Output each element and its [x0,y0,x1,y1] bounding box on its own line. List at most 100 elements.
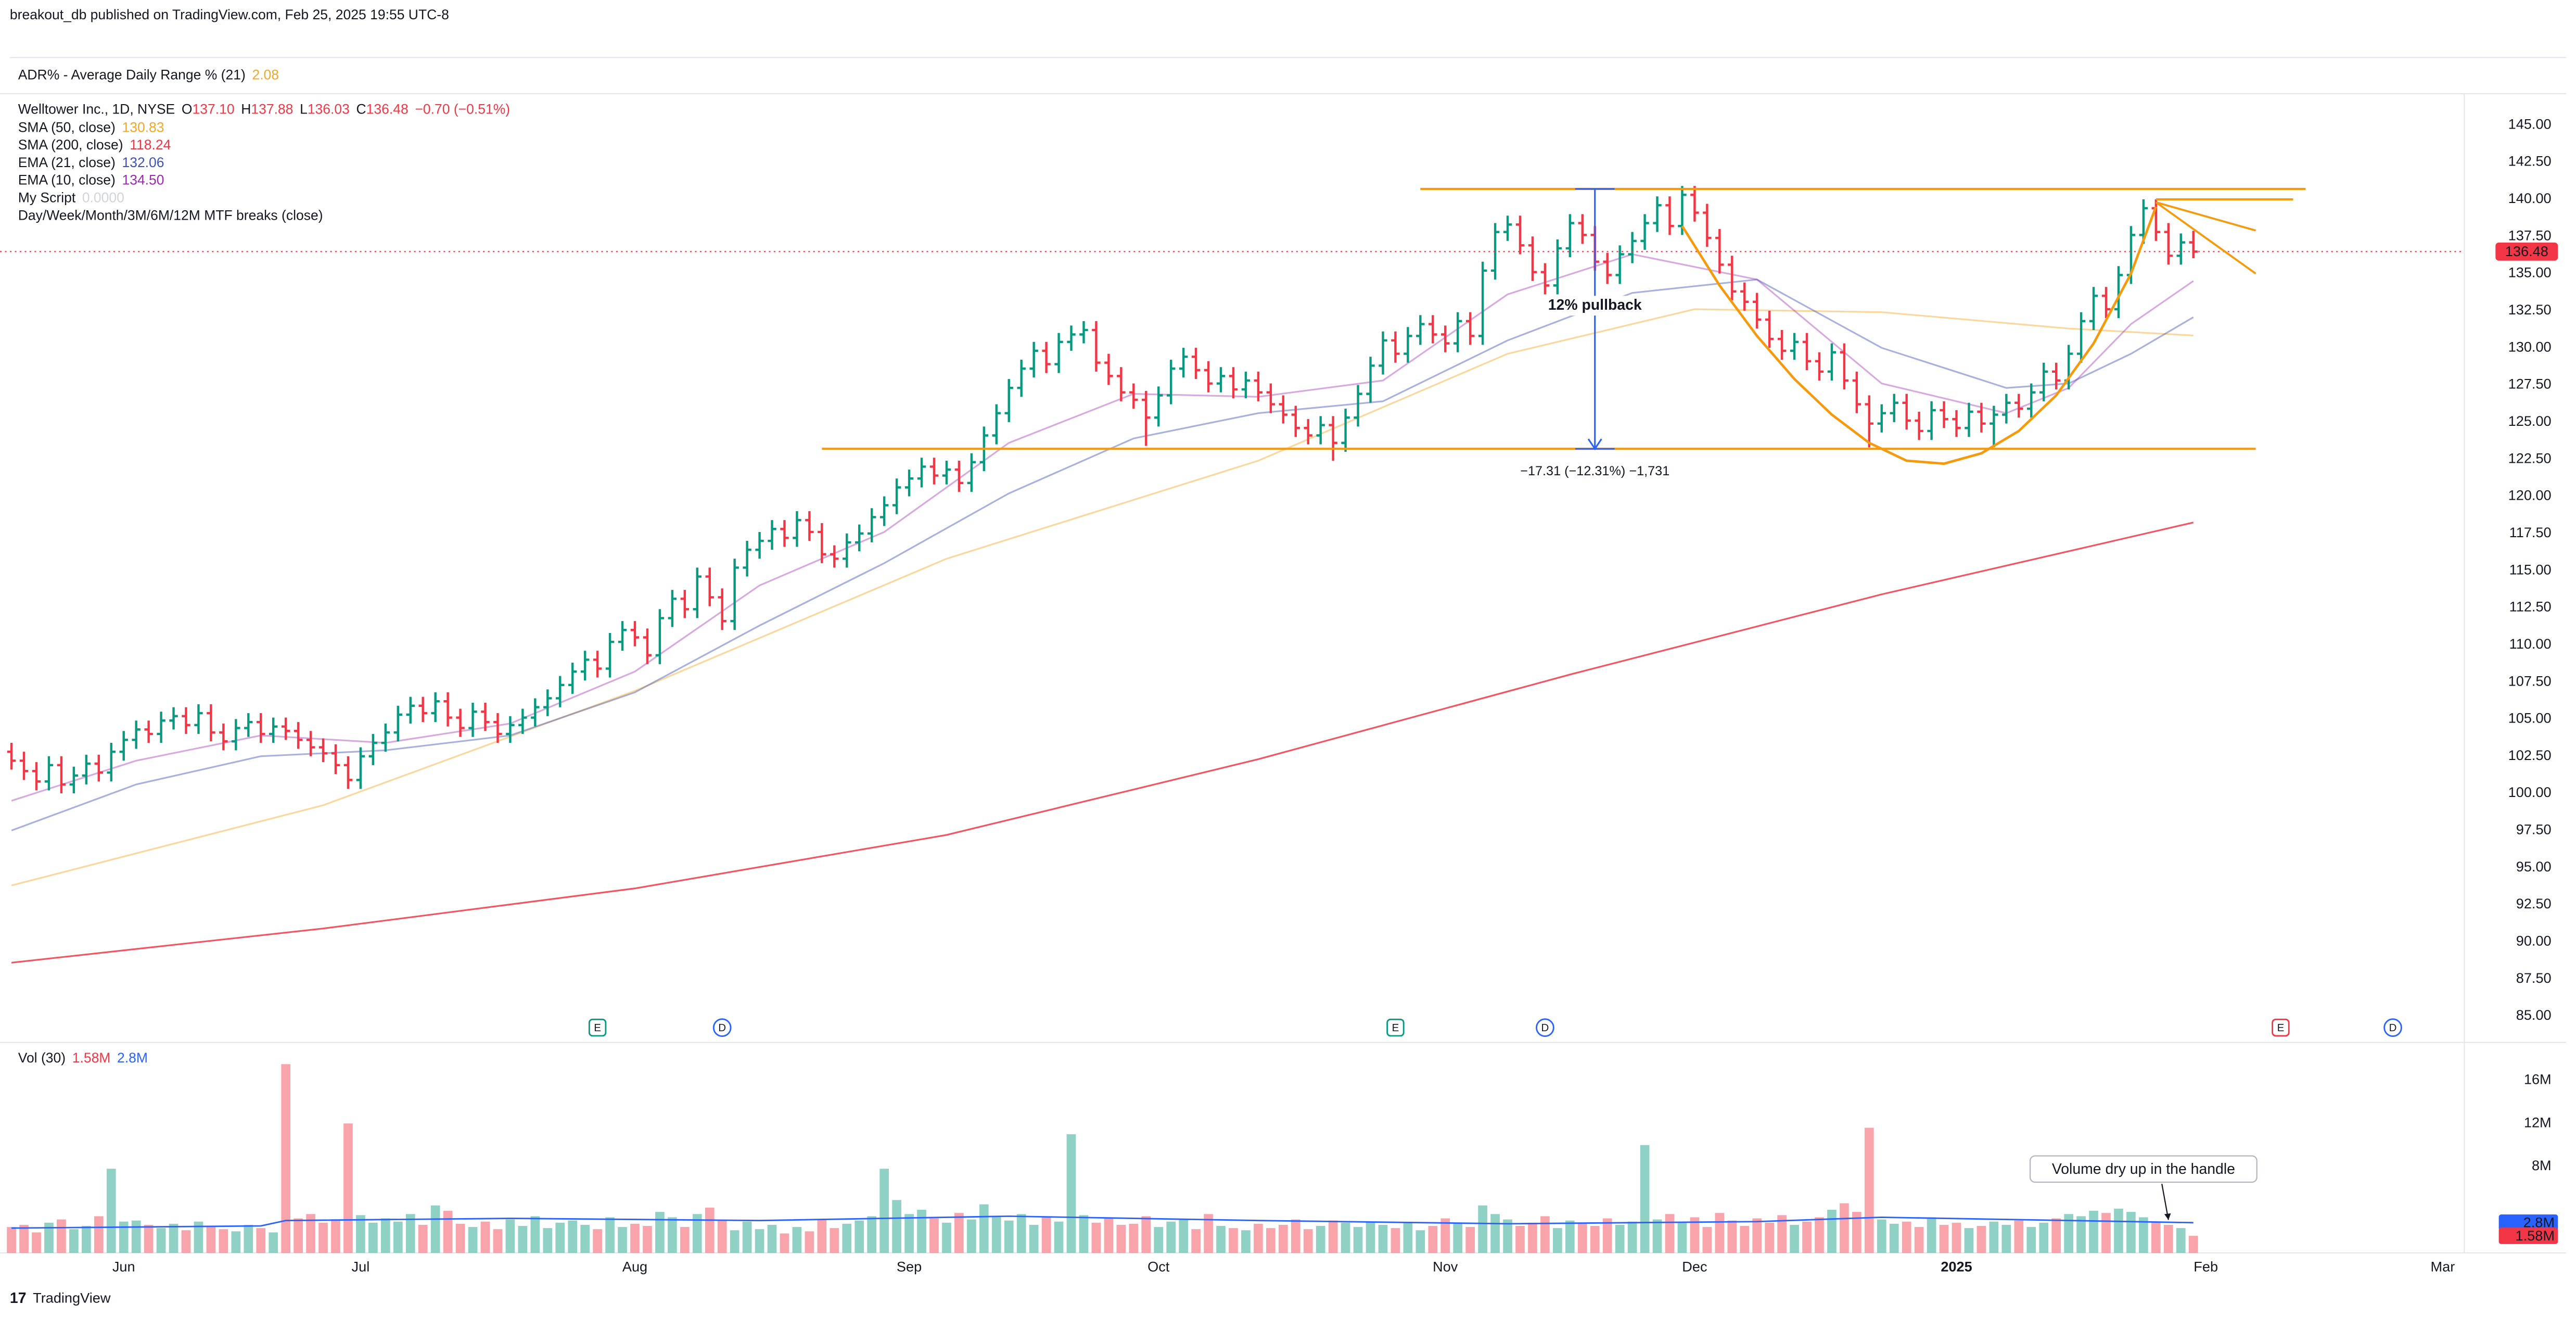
volume-bar [1378,1224,1388,1253]
volume-bar [1914,1227,1924,1253]
legend-text: EMA (10, close) [18,172,116,188]
volume-bar [917,1209,926,1253]
measure-readout: −17.31 (−12.31%) −1,731 [1520,464,1669,478]
x-tick-label: Jun [112,1258,135,1274]
ohlc-bar [306,731,315,756]
ohlc-bar [531,698,540,727]
moving-average-line [11,308,2194,887]
volume-bar [879,1169,889,1253]
volume-bar [1241,1230,1251,1253]
legend-text: 2.08 [252,67,279,82]
volume-bar [1765,1222,1774,1253]
ohlc-bar [2014,394,2023,418]
volume-bar [1216,1226,1226,1253]
volume-bar [1715,1213,1725,1253]
x-tick-label: Dec [1682,1258,1707,1274]
study-legend: My Script 0.0000 [18,190,124,206]
ohlc-bar [942,461,951,485]
measure-arrowhead [1587,438,1602,451]
volume-bar [294,1218,303,1253]
ohlc-bar [1553,239,1562,295]
volume-bar [194,1221,203,1253]
volume-bar [1852,1212,1861,1253]
volume-bar [2089,1211,2098,1253]
volume-bar [2039,1222,2049,1253]
volume-bar [1702,1227,1712,1253]
volume-bar [1515,1226,1525,1253]
ohlc-bar [1965,402,1973,437]
series-legend: EMA (21, close) 132.06 [18,155,164,170]
y-tick-label: 140.00 [2508,190,2552,206]
volume-bar [493,1229,503,1253]
volume-bar [1154,1227,1164,1253]
study-legend: Day/Week/Month/3M/6M/12M MTF breaks (clo… [18,207,323,223]
volume-bar [730,1230,739,1253]
volume-bar [19,1224,29,1253]
y-tick-label: 87.50 [2516,970,2552,986]
volume-bar [1964,1228,1974,1253]
volume-bar [1553,1228,1562,1253]
ohlc-bar [1890,394,1898,422]
legend-text: Day/Week/Month/3M/6M/12M MTF breaks (clo… [18,207,323,223]
volume-bar [842,1223,852,1253]
ohlc-bar [119,731,128,761]
volume-bar [1528,1222,1537,1253]
ohlc-bar [356,747,365,789]
volume-bar [1353,1227,1363,1253]
y-tick-label: 137.50 [2508,227,2552,243]
legend-text: SMA (50, close) [18,119,116,135]
brand-mark: 17 [10,1290,27,1307]
ohlc-bar [1503,216,1512,241]
y-tick-label: 92.50 [2516,895,2552,911]
ohlc-bar [755,531,764,559]
volume-bar [393,1221,403,1253]
volume-bar [1266,1228,1276,1253]
volume-bar [1079,1215,1089,1253]
ohlc-bar [1279,395,1288,424]
volume-bar [1815,1217,1824,1253]
volume-bar [1254,1223,1263,1253]
volume-bar [219,1229,228,1253]
volume-bar [156,1228,166,1253]
ohlc-bar [269,717,278,743]
volume-bar [954,1213,964,1253]
ohlc-bar [2101,287,2111,319]
x-tick-label: Sep [897,1258,922,1274]
x-tick-label: 2025 [1941,1258,1972,1274]
volume-bar [1004,1220,1014,1253]
volume-bar [680,1227,690,1253]
volume-bar [1752,1218,1762,1253]
ohlc-bar [2176,233,2185,265]
ohlc-bar [705,567,714,606]
event-marker [2383,1018,2402,1037]
event-marker [588,1018,607,1037]
volume-bar [1602,1218,1612,1253]
ohlc-bar [1441,325,1450,352]
volume-bar [904,1214,914,1253]
ohlc-bar [967,453,976,492]
volume-bar [2126,1212,2136,1253]
volume-bar [1453,1223,1463,1253]
legend-text: 118.24 [130,137,171,153]
volume-bar [1827,1209,1837,1253]
ohlc-bar [1952,410,1961,437]
y-tick-label: 125.00 [2508,413,2552,429]
ohlc-bar [232,719,240,751]
ohlc-bar [493,713,502,743]
volume-bar [2188,1236,2198,1253]
volume-bar [231,1231,241,1253]
ohlc-bar [2139,199,2148,244]
volume-bar [1029,1224,1039,1253]
symbol: Welltower Inc., 1D, NYSE [18,102,175,117]
ohlc-bar [680,590,690,618]
volume-bar [1328,1220,1338,1253]
volume-bar [2163,1224,2173,1253]
ohlc-bar [1603,252,1612,284]
last-price-box [2495,242,2558,261]
ohlc-bar [954,461,964,492]
ohlc-bar [917,458,926,488]
ohlc-bar [1004,379,1013,422]
ohlc-bar [57,756,66,794]
x-tick-label: Nov [1433,1258,1458,1274]
